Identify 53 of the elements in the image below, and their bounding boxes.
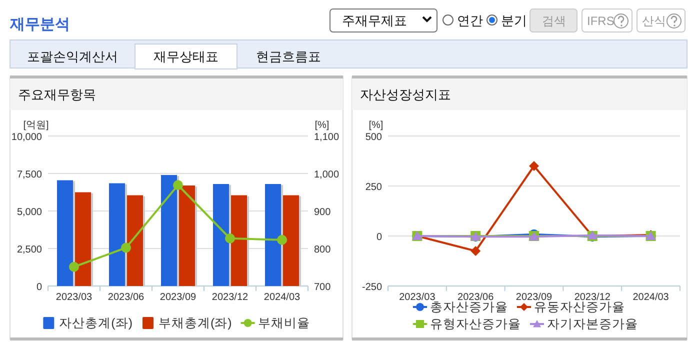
point	[225, 233, 235, 244]
x-tick-label: 2023/06	[108, 292, 145, 303]
y-tick-label: 10,000	[11, 132, 42, 143]
y-tick-label: -250	[362, 282, 382, 293]
legend-label: 유동자산증가율	[534, 300, 625, 314]
y2-tick-label: 1,000	[314, 170, 340, 180]
point	[69, 262, 79, 272]
x-tick-label: 2024/03	[264, 292, 301, 303]
legend-label: 부채총계(좌)	[158, 316, 232, 330]
text: 포괄손익계산서	[27, 49, 118, 64]
legend-label: 유형자산증가율	[430, 317, 521, 331]
x-tick-label: 2023/09	[160, 292, 197, 303]
x-tick-label: 2023/09	[516, 292, 553, 303]
x-tick-label: 2023/12	[212, 292, 249, 303]
y2-axis-title: [%]	[314, 120, 330, 131]
text: 분기	[501, 13, 527, 28]
y-tick-label: 2,500	[16, 244, 42, 256]
y-axis-title: [%]	[368, 120, 384, 131]
text: IFRS	[587, 14, 614, 28]
point	[121, 242, 131, 253]
y-tick-label: 0	[376, 232, 382, 243]
y-tick-label: 500	[365, 132, 382, 143]
legend-label: 자산총계(좌)	[59, 316, 132, 330]
y2-tick-label: 900	[314, 207, 332, 218]
point	[173, 180, 183, 190]
y2-tick-label: 800	[314, 244, 332, 256]
x-tick-label: 2024/03	[632, 292, 670, 303]
legend-label: 자기자본증가율	[547, 317, 638, 331]
point	[529, 161, 539, 171]
point	[470, 246, 481, 256]
legend-label: 부채비율	[258, 316, 310, 330]
x-tick-label: 2023/06	[458, 292, 494, 303]
text: 산식	[642, 14, 666, 28]
text: 검색	[542, 14, 566, 28]
text: 주재무제표	[342, 13, 407, 28]
chart-title: 자산성장성지표	[360, 87, 451, 102]
text: 재무분석	[9, 16, 70, 33]
y-tick-label: 7,500	[16, 170, 42, 180]
x-tick-label: 2023/12	[574, 292, 611, 303]
point	[277, 234, 287, 245]
x-tick-label: 2023/03	[399, 292, 436, 303]
x-tick-label: 2023/03	[56, 292, 93, 303]
y-tick-label: 5,000	[16, 207, 42, 218]
text: 연간	[457, 13, 483, 28]
chart-title: 주요재무항목	[18, 87, 96, 102]
y-axis-title: [억원]	[23, 120, 49, 131]
legend-label: 총자산증가율	[430, 300, 508, 314]
y2-tick-label: 700	[314, 282, 332, 293]
text: 현금흐름표	[256, 49, 321, 64]
y-tick-label: 250	[365, 182, 382, 193]
y2-tick-label: 1,100	[314, 132, 340, 143]
text: 재무상태표	[154, 49, 218, 64]
y-tick-label: 0	[36, 282, 42, 293]
